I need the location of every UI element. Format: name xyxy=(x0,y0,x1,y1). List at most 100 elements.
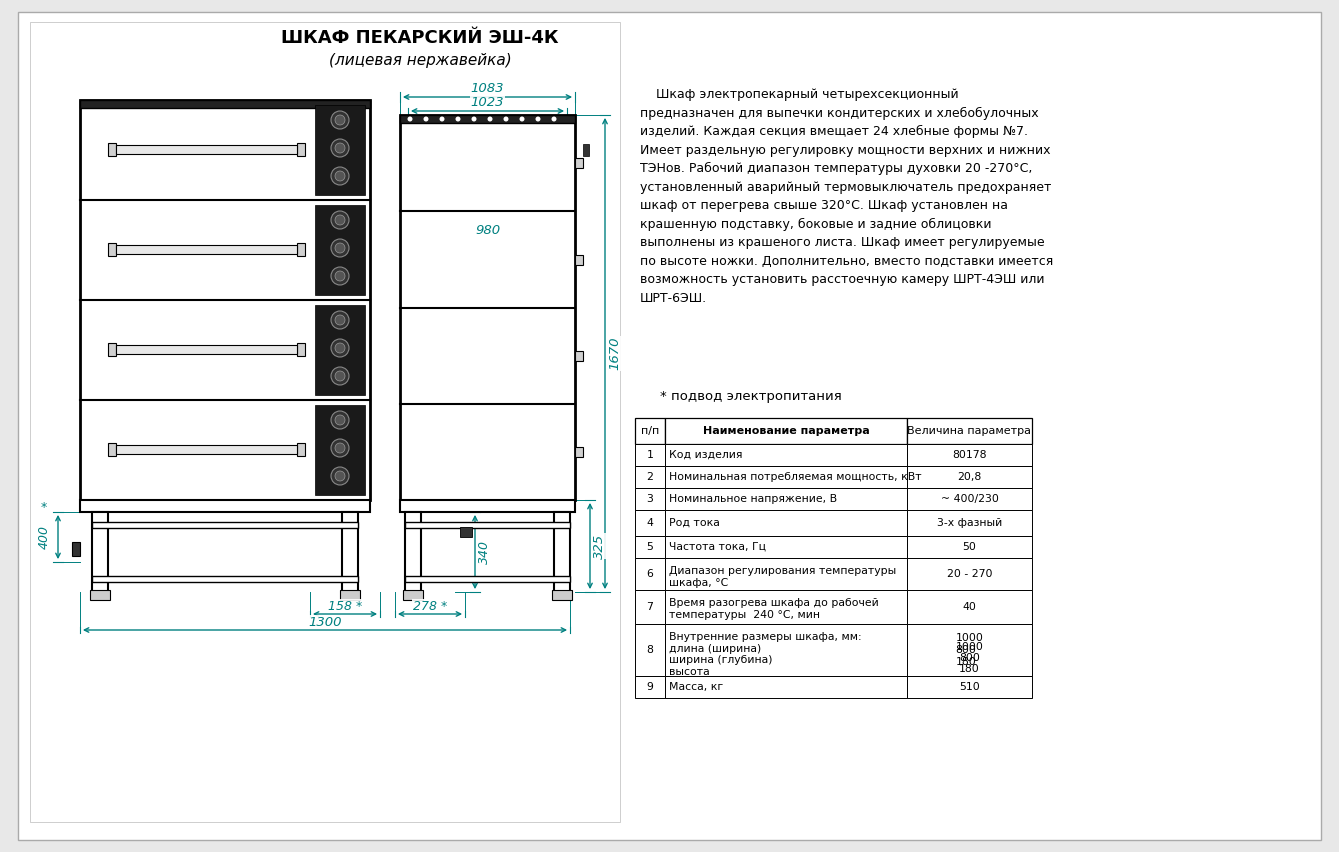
Circle shape xyxy=(335,215,345,225)
Text: 510: 510 xyxy=(959,682,980,692)
Bar xyxy=(72,542,80,556)
Bar xyxy=(92,576,358,582)
Bar xyxy=(400,115,574,500)
Bar xyxy=(574,351,582,360)
Text: 7: 7 xyxy=(647,602,653,612)
Bar xyxy=(116,445,297,454)
Bar xyxy=(116,345,297,354)
Text: 340: 340 xyxy=(478,540,491,564)
Bar xyxy=(665,676,907,698)
Text: 800: 800 xyxy=(959,653,980,663)
Text: Наименование параметра: Наименование параметра xyxy=(703,426,869,436)
Circle shape xyxy=(335,415,345,425)
Text: 50: 50 xyxy=(963,542,976,552)
Text: Внутренние размеры шкафа, мм:
длина (ширина)
ширина (глубина)
высота: Внутренние размеры шкафа, мм: длина (шир… xyxy=(670,632,861,676)
Bar xyxy=(665,510,907,536)
Bar xyxy=(315,405,366,495)
Circle shape xyxy=(331,411,349,429)
Bar xyxy=(907,676,1032,698)
Text: 3: 3 xyxy=(647,494,653,504)
Text: 1: 1 xyxy=(647,450,653,460)
Text: 8: 8 xyxy=(647,645,653,655)
Bar xyxy=(404,512,420,592)
Bar xyxy=(92,512,108,592)
Bar xyxy=(80,400,370,500)
Text: 2: 2 xyxy=(647,472,653,482)
Text: 1023: 1023 xyxy=(471,96,505,110)
Circle shape xyxy=(331,211,349,229)
Circle shape xyxy=(331,167,349,185)
Text: Частота тока, Гц: Частота тока, Гц xyxy=(670,542,766,552)
Circle shape xyxy=(331,139,349,157)
Text: ШКАФ ПЕКАРСКИЙ ЭШ-4К: ШКАФ ПЕКАРСКИЙ ЭШ-4К xyxy=(281,29,558,47)
Bar xyxy=(907,590,1032,624)
Text: 400: 400 xyxy=(37,525,51,549)
Circle shape xyxy=(335,371,345,381)
Bar xyxy=(665,536,907,558)
Bar xyxy=(582,144,589,156)
Circle shape xyxy=(331,239,349,257)
Bar xyxy=(574,255,582,265)
Circle shape xyxy=(552,117,557,122)
Bar xyxy=(315,305,366,395)
Text: 1000
800
180: 1000 800 180 xyxy=(956,633,983,666)
Bar xyxy=(574,447,582,457)
Bar xyxy=(635,510,665,536)
Bar xyxy=(108,443,116,456)
Bar xyxy=(80,100,370,108)
Bar xyxy=(108,343,116,356)
Bar xyxy=(297,343,305,356)
Circle shape xyxy=(335,143,345,153)
Bar xyxy=(665,558,907,590)
Bar xyxy=(907,488,1032,510)
Bar xyxy=(665,466,907,488)
Text: Время разогрева шкафа до рабочей
температуры  240 °С, мин: Время разогрева шкафа до рабочей темпера… xyxy=(670,598,878,619)
Bar xyxy=(404,522,570,528)
Bar xyxy=(315,105,366,195)
Circle shape xyxy=(331,467,349,485)
Bar xyxy=(80,100,370,500)
Bar xyxy=(108,143,116,156)
Bar xyxy=(635,444,665,466)
Text: 325: 325 xyxy=(593,533,607,559)
Bar xyxy=(116,145,297,154)
Bar xyxy=(461,527,473,537)
Text: 180: 180 xyxy=(959,664,980,674)
Circle shape xyxy=(331,267,349,285)
Circle shape xyxy=(335,271,345,281)
Text: 80178: 80178 xyxy=(952,450,987,460)
Circle shape xyxy=(423,117,428,122)
Bar xyxy=(340,590,360,600)
Circle shape xyxy=(335,115,345,125)
Bar xyxy=(665,624,907,676)
Bar xyxy=(635,488,665,510)
Bar xyxy=(907,418,1032,444)
Bar xyxy=(907,466,1032,488)
Bar xyxy=(907,624,1032,676)
Circle shape xyxy=(335,443,345,453)
Text: 6: 6 xyxy=(647,569,653,579)
Bar xyxy=(116,245,297,254)
Text: 9: 9 xyxy=(647,682,653,692)
Bar xyxy=(400,115,574,123)
Bar xyxy=(907,558,1032,590)
Circle shape xyxy=(407,117,412,122)
Bar xyxy=(665,418,907,444)
Circle shape xyxy=(471,117,477,122)
Text: Код изделия: Код изделия xyxy=(670,450,743,460)
Bar xyxy=(315,205,366,295)
Circle shape xyxy=(520,117,525,122)
Text: Масса, кг: Масса, кг xyxy=(670,682,723,692)
Text: 5: 5 xyxy=(647,542,653,552)
Bar xyxy=(90,590,110,600)
Bar xyxy=(297,243,305,256)
Bar xyxy=(635,558,665,590)
Bar xyxy=(404,576,570,582)
Bar xyxy=(80,100,370,200)
Text: 20,8: 20,8 xyxy=(957,472,981,482)
Circle shape xyxy=(335,171,345,181)
Circle shape xyxy=(439,117,445,122)
Circle shape xyxy=(335,343,345,353)
Bar xyxy=(400,500,574,512)
Text: Величина параметра: Величина параметра xyxy=(908,426,1031,436)
